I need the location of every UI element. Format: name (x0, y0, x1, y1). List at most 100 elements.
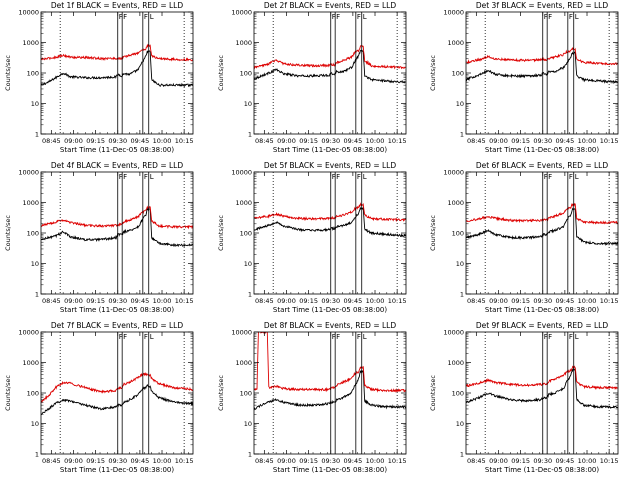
x-tick-label: 08:45 (467, 297, 486, 305)
y-tick-label: 1 (460, 451, 464, 459)
x-tick-label: 09:00 (64, 297, 83, 305)
marker-label: F (548, 13, 552, 21)
y-axis-label: Counts/sec (429, 215, 437, 251)
marker-label: L (363, 173, 367, 181)
panel-title: Det 1f BLACK = Events, RED = LLD (51, 1, 184, 10)
y-tick-label: 10000 (443, 329, 464, 337)
marker-label: F (336, 333, 340, 341)
events-series-line (466, 367, 618, 409)
marker-label: F (544, 173, 548, 181)
x-axis-label: Start Time (11-Dec-05 08:38:00) (485, 466, 599, 474)
marker-label: L (575, 333, 579, 341)
events-series-line (41, 50, 193, 88)
x-tick-label: 08:45 (42, 457, 61, 465)
x-tick-label: 09:00 (489, 457, 508, 465)
y-tick-label: 10 (31, 260, 39, 268)
marker-label: F (336, 173, 340, 181)
y-tick-label: 1 (35, 291, 39, 299)
x-tick-label: 09:30 (108, 457, 127, 465)
panel-title: Det 3f BLACK = Events, RED = LLD (476, 1, 609, 10)
y-axis-label: Counts/sec (217, 55, 225, 91)
y-tick-label: 1 (248, 291, 252, 299)
marker-label: F (569, 13, 573, 21)
x-tick-label: 09:45 (344, 137, 363, 145)
y-tick-label: 1 (460, 131, 464, 139)
x-axis-label: Start Time (11-Dec-05 08:38:00) (60, 146, 174, 154)
marker-label: L (150, 173, 154, 181)
x-tick-label: 09:15 (511, 137, 530, 145)
y-tick-label: 1000 (447, 199, 464, 207)
x-tick-label: 09:00 (64, 137, 83, 145)
plot-frame (40, 11, 194, 135)
y-tick-label: 1000 (447, 359, 464, 367)
y-tick-label: 100 (452, 70, 464, 78)
y-tick-label: 10000 (443, 9, 464, 17)
x-tick-label: 09:30 (321, 137, 340, 145)
panel-title: Det 7f BLACK = Events, RED = LLD (51, 321, 184, 330)
x-tick-label: 09:15 (511, 457, 530, 465)
y-tick-label: 10 (456, 260, 464, 268)
events-series-line (254, 369, 406, 411)
y-tick-label: 1000 (22, 199, 39, 207)
lld-series-line (466, 47, 618, 66)
x-tick-label: 09:45 (344, 297, 363, 305)
x-tick-label: 09:15 (299, 297, 318, 305)
x-tick-label: 10:00 (578, 137, 597, 145)
events-series-line (254, 206, 406, 238)
x-tick-label: 09:45 (556, 457, 575, 465)
y-tick-label: 10000 (18, 329, 39, 337)
x-tick-label: 09:00 (489, 137, 508, 145)
marker-label: L (150, 333, 154, 341)
marker-label: F (123, 13, 127, 21)
x-tick-label: 10:00 (366, 297, 385, 305)
x-tick-label: 09:00 (64, 457, 83, 465)
y-tick-label: 1000 (447, 39, 464, 47)
x-tick-label: 10:00 (153, 457, 172, 465)
y-tick-label: 10000 (18, 169, 39, 177)
x-tick-label: 09:15 (86, 297, 105, 305)
x-tick-label: 09:15 (86, 457, 105, 465)
marker-label: F (332, 13, 336, 21)
y-tick-label: 10 (31, 100, 39, 108)
marker-label: L (150, 13, 154, 21)
x-tick-label: 10:15 (388, 137, 407, 145)
marker-label: F (336, 13, 340, 21)
y-tick-label: 1 (460, 291, 464, 299)
marker-label: F (119, 13, 123, 21)
x-tick-label: 09:45 (556, 297, 575, 305)
panel-title: Det 4f BLACK = Events, RED = LLD (51, 161, 184, 170)
x-tick-label: 10:00 (366, 137, 385, 145)
lld-series-line (41, 372, 193, 404)
x-tick-label: 10:00 (153, 297, 172, 305)
events-series-line (254, 49, 406, 84)
x-tick-label: 10:00 (153, 137, 172, 145)
x-tick-label: 09:00 (277, 457, 296, 465)
marker-label: F (119, 333, 123, 341)
x-tick-label: 10:15 (388, 297, 407, 305)
y-tick-label: 10 (244, 260, 252, 268)
x-tick-label: 09:15 (299, 457, 318, 465)
marker-label: F (144, 13, 148, 21)
x-axis-label: Start Time (11-Dec-05 08:38:00) (60, 466, 174, 474)
marker-label: L (575, 173, 579, 181)
marker-label: F (544, 13, 548, 21)
x-tick-label: 10:15 (600, 457, 619, 465)
lld-series-line (254, 332, 406, 394)
plot-frame (465, 331, 619, 455)
panel-title: Det 5f BLACK = Events, RED = LLD (264, 161, 397, 170)
y-tick-label: 10000 (231, 329, 252, 337)
x-tick-label: 10:15 (175, 457, 194, 465)
events-series-line (466, 51, 618, 85)
marker-label: F (357, 333, 361, 341)
events-series-line (41, 206, 193, 248)
y-tick-label: 100 (27, 230, 39, 238)
events-series-line (41, 383, 193, 416)
y-axis-label: Counts/sec (217, 375, 225, 411)
